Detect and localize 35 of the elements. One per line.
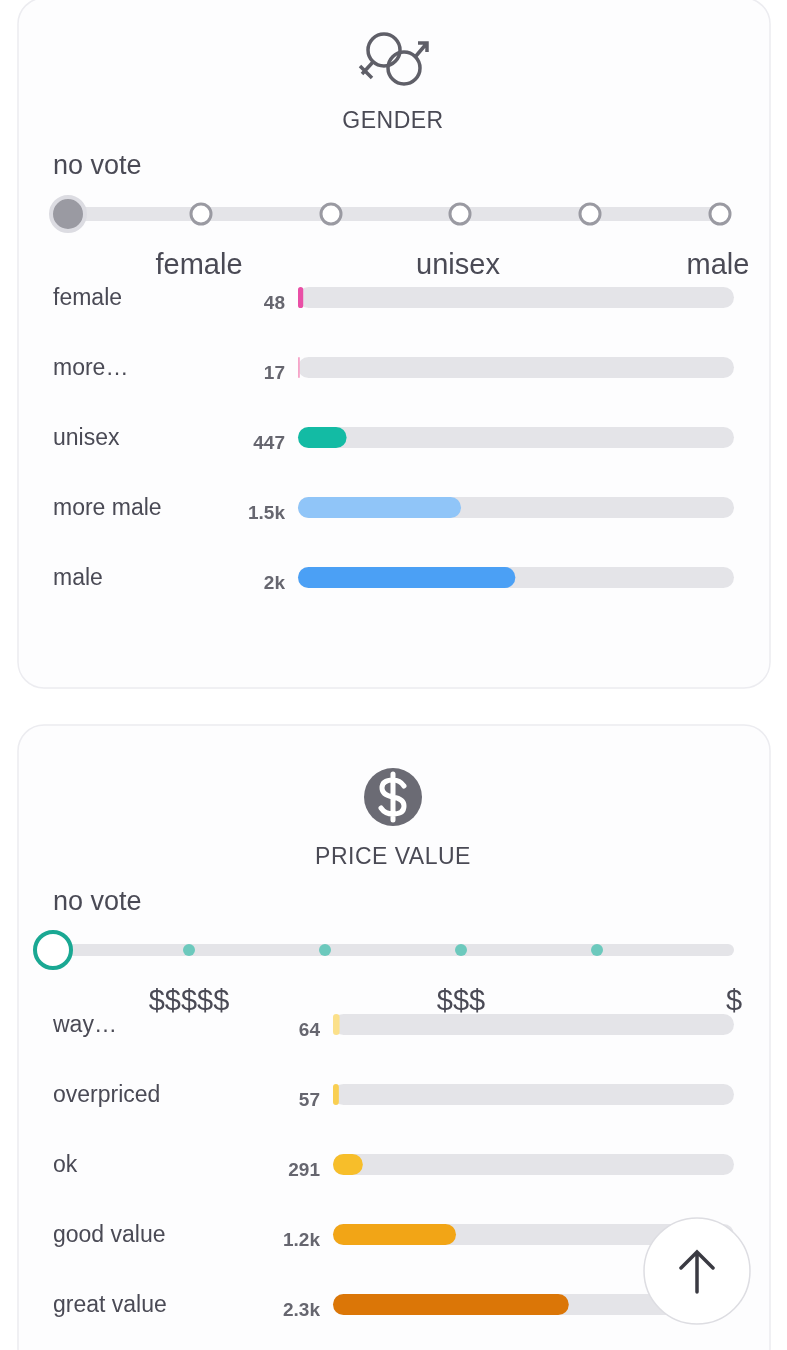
text: no vote xyxy=(53,150,142,180)
y-tick-label: more… xyxy=(53,354,129,380)
annotation: unisex xyxy=(416,248,501,280)
text: female xyxy=(155,248,243,280)
bar xyxy=(333,1224,457,1245)
y-tick-label: way… xyxy=(52,1011,117,1037)
y-tick-label: ok xyxy=(53,1151,78,1177)
data-label: 17 xyxy=(263,362,285,383)
y-tick-label: good value xyxy=(53,1221,166,1247)
data-label: 1.5k xyxy=(248,502,286,523)
data-label: 1.2k xyxy=(283,1229,321,1250)
text: $$$$$ xyxy=(148,984,230,1016)
annotation: $ xyxy=(725,984,743,1016)
data-label: 291 xyxy=(288,1159,321,1180)
data-label: 57 xyxy=(298,1089,320,1110)
y-tick-label: male xyxy=(53,564,103,590)
bar xyxy=(333,1084,339,1105)
data-label: 2.3k xyxy=(283,1299,321,1320)
bar xyxy=(298,427,347,448)
chart-title: PRICE VALUE xyxy=(315,843,471,869)
bar xyxy=(333,1014,340,1035)
data-label: 447 xyxy=(253,432,285,453)
y-tick-label: more male xyxy=(53,494,162,520)
data-label: 48 xyxy=(263,292,285,313)
y-tick-label: overpriced xyxy=(53,1081,161,1107)
annotation: male xyxy=(686,248,750,280)
y-tick-label: great value xyxy=(53,1291,167,1317)
text: no vote xyxy=(53,886,142,916)
annotation: $$$ xyxy=(436,984,486,1016)
bar xyxy=(298,287,304,308)
y-tick-label: female xyxy=(53,284,123,310)
data-label: 64 xyxy=(298,1019,321,1040)
y-tick-label: unisex xyxy=(53,424,120,450)
chart-title: GENDER xyxy=(342,107,444,133)
data-label: 2k xyxy=(263,572,286,593)
